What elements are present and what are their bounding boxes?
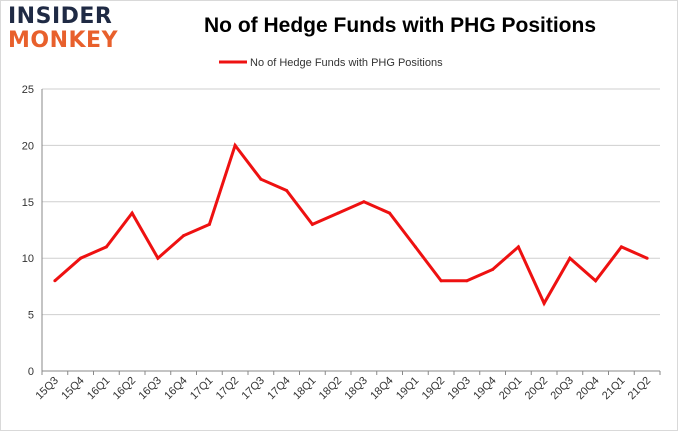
data-point-17Q2 <box>233 143 237 147</box>
x-tick-label-20Q2: 20Q2 <box>523 375 551 403</box>
x-tick-label-18Q2: 18Q2 <box>317 375 345 403</box>
x-tick-label-15Q3: 15Q3 <box>33 375 61 403</box>
x-tick-label-16Q2: 16Q2 <box>111 375 139 403</box>
logo-line-1: INSIDER <box>8 4 113 29</box>
data-point-20Q3 <box>568 256 572 260</box>
x-tick-label-16Q3: 16Q3 <box>136 375 164 403</box>
data-point-15Q3 <box>53 279 57 283</box>
data-point-20Q4 <box>594 279 598 283</box>
y-tick-label-5: 5 <box>28 310 34 322</box>
data-point-18Q1 <box>310 222 314 226</box>
data-point-19Q2 <box>439 279 443 283</box>
data-point-16Q2 <box>130 211 134 215</box>
x-tick-label-19Q4: 19Q4 <box>471 375 499 403</box>
y-tick-label-10: 10 <box>22 253 34 265</box>
x-tick-label-21Q2: 21Q2 <box>626 375 654 403</box>
data-point-18Q3 <box>362 200 366 204</box>
x-tick-label-17Q4: 17Q4 <box>265 375 293 403</box>
data-point-15Q4 <box>79 256 83 260</box>
legend: No of Hedge Funds with PHG Positions <box>219 57 443 69</box>
x-tick-label-18Q1: 18Q1 <box>291 375 319 403</box>
x-tick-label-20Q4: 20Q4 <box>574 375 602 403</box>
x-tick-label-19Q1: 19Q1 <box>394 375 422 403</box>
y-tick-label-25: 25 <box>22 84 34 96</box>
x-tick-label-19Q3: 19Q3 <box>445 375 473 403</box>
data-point-17Q1 <box>207 222 211 226</box>
x-tick-label-15Q4: 15Q4 <box>59 375 87 403</box>
y-tick-label-15: 15 <box>22 197 34 209</box>
data-point-18Q4 <box>388 211 392 215</box>
data-point-16Q3 <box>156 256 160 260</box>
x-tick-label-17Q2: 17Q2 <box>214 375 242 403</box>
x-tick-label-17Q1: 17Q1 <box>188 375 216 403</box>
x-tick-label-21Q1: 21Q1 <box>600 375 628 403</box>
x-tick-label-16Q1: 16Q1 <box>85 375 113 403</box>
data-point-17Q3 <box>259 177 263 181</box>
axes <box>41 89 661 375</box>
data-point-21Q1 <box>619 245 623 249</box>
data-point-17Q4 <box>285 189 289 193</box>
x-tick-label-18Q3: 18Q3 <box>342 375 370 403</box>
data-point-19Q4 <box>491 267 495 271</box>
x-tick-label-17Q3: 17Q3 <box>239 375 267 403</box>
series-line <box>53 142 648 307</box>
y-tick-labels: 0 5 10 15 20 25 <box>22 84 34 378</box>
data-point-16Q1 <box>104 245 108 249</box>
grid-lines <box>42 88 660 316</box>
data-point-19Q1 <box>413 245 417 249</box>
chart-title: No of Hedge Funds with PHG Positions <box>204 14 596 37</box>
x-tick-labels: 15Q315Q416Q116Q216Q316Q417Q117Q217Q317Q4… <box>33 375 653 403</box>
x-tick-label-20Q1: 20Q1 <box>497 375 525 403</box>
data-point-21Q2 <box>645 256 649 260</box>
data-point-19Q3 <box>465 279 469 283</box>
x-tick-label-16Q4: 16Q4 <box>162 375 190 403</box>
series-line-layer <box>53 142 649 307</box>
x-tick-label-18Q4: 18Q4 <box>368 375 396 403</box>
y-tick-label-20: 20 <box>22 140 34 152</box>
insider-monkey-logo: INSIDER MONKEY <box>8 6 126 52</box>
logo-line-2: MONKEY <box>8 28 119 53</box>
x-tick-label-19Q2: 19Q2 <box>420 375 448 403</box>
data-point-16Q4 <box>182 234 186 238</box>
y-tick-label-0: 0 <box>28 366 34 378</box>
data-point-20Q1 <box>516 245 520 249</box>
legend-label: No of Hedge Funds with PHG Positions <box>250 57 443 69</box>
data-point-18Q2 <box>336 211 340 215</box>
data-point-20Q2 <box>542 301 546 305</box>
x-tick-label-20Q3: 20Q3 <box>548 375 576 403</box>
